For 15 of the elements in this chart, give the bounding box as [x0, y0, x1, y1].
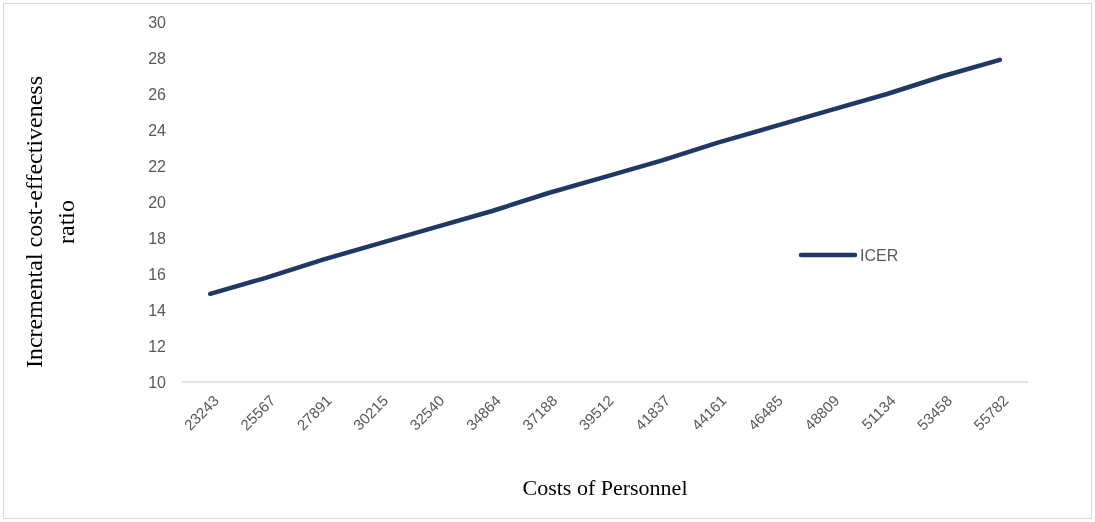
- x-axis-title: Costs of Personnel: [522, 475, 688, 500]
- legend-label: ICER: [860, 246, 899, 264]
- y-tick-label: 16: [148, 265, 167, 283]
- y-tick-label: 24: [148, 121, 167, 139]
- y-tick-label: 22: [148, 157, 167, 175]
- y-tick-label: 10: [148, 373, 167, 391]
- y-tick-label: 20: [148, 193, 167, 211]
- y-tick-label: 26: [148, 85, 167, 103]
- y-tick-label: 28: [148, 49, 167, 67]
- y-tick-label: 14: [148, 301, 167, 319]
- y-tick-label: 30: [148, 13, 167, 31]
- y-tick-label: 12: [148, 337, 167, 355]
- y-tick-label: 18: [148, 229, 167, 247]
- y-axis-title: Incremental cost-effectiveness ratio: [21, 75, 79, 369]
- line-series: [207, 57, 1003, 297]
